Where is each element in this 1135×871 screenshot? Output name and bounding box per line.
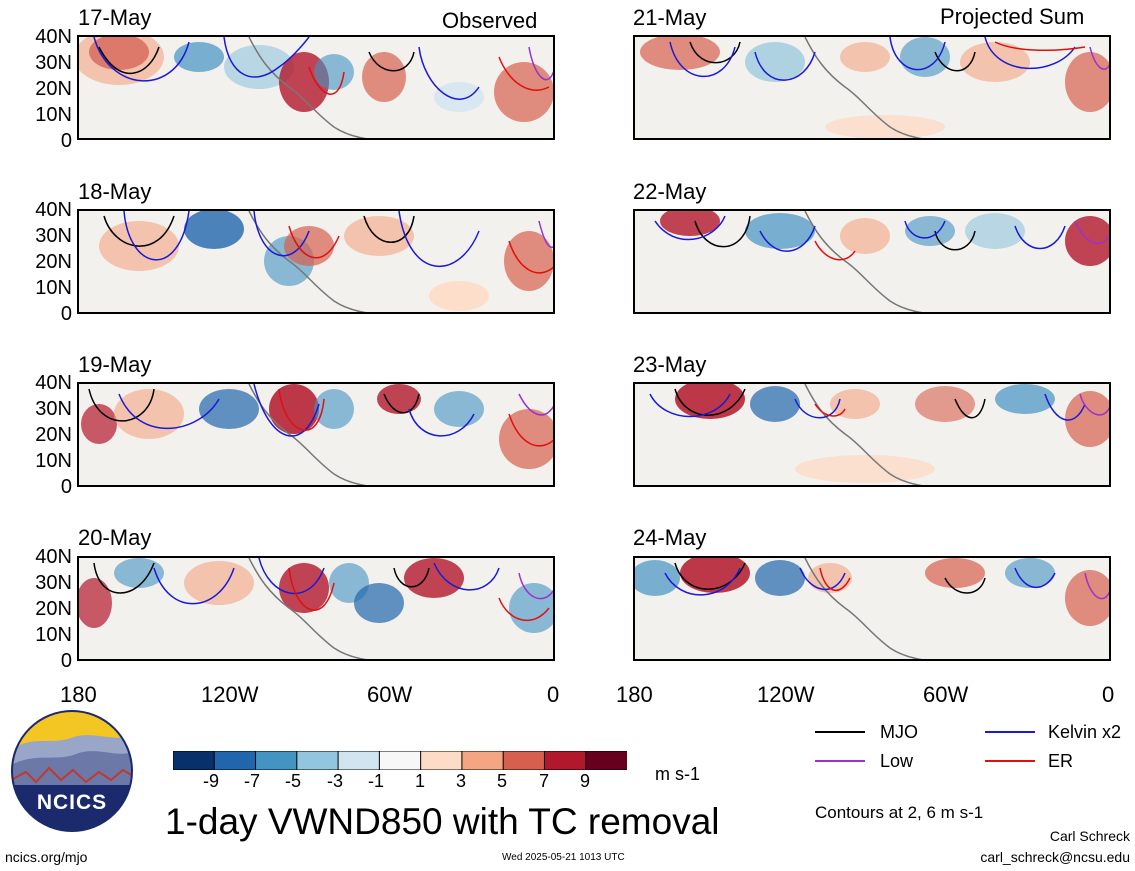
date-label-proj-3: 23-May [633, 352, 707, 377]
lon-label-proj-180: 180 [616, 682, 653, 707]
map-panel-obs-1 [77, 35, 555, 140]
lat-label: 0 [60, 303, 72, 325]
colorbar-tick: -5 [285, 771, 302, 791]
lon-label-proj-120w: 120W [757, 682, 815, 707]
lat-label: 20N [35, 424, 72, 446]
lat-label: 30N [35, 225, 72, 247]
date-label-proj-2: 22-May [633, 179, 707, 204]
lat-label: 20N [35, 251, 72, 273]
map-field [79, 37, 553, 138]
colorbar-tick: 5 [497, 771, 508, 791]
colorbar-swatch [420, 750, 463, 771]
date-label-obs-2: 18-May [78, 179, 152, 204]
colorbar-tick: 7 [539, 771, 550, 791]
lat-label: 0 [60, 130, 72, 152]
colorbar-tick: -1 [368, 771, 385, 791]
map-field [635, 558, 1109, 659]
lon-label-obs-180: 180 [60, 682, 97, 707]
date-label-proj-1: 21-May [633, 5, 707, 30]
colorbar-swatch [378, 750, 422, 771]
observed-header: Observed [442, 8, 538, 33]
lat-label: 40N [35, 26, 72, 48]
map-field [640, 37, 1109, 138]
map-field [81, 384, 553, 485]
lon-label-proj-0: 0 [1102, 682, 1115, 707]
map-panel-proj-4 [633, 556, 1111, 661]
lat-label: 30N [35, 398, 72, 420]
colorbar-tick: -3 [327, 771, 344, 791]
colorbar [172, 750, 629, 771]
lat-label: 20N [35, 598, 72, 620]
map-field [649, 384, 1109, 485]
colorbar-tick: -7 [244, 771, 261, 791]
legend-swatch-mjo [815, 731, 865, 733]
map-panel-obs-2 [77, 209, 555, 314]
lat-label: 40N [35, 546, 72, 568]
colorbar-tick: -9 [203, 771, 220, 791]
legend-swatch-kelvin [985, 731, 1035, 733]
legend-label-low: Low [880, 751, 914, 771]
legend-swatch-er [985, 760, 1035, 762]
footer-timestamp: Wed 2025-05-21 1013 UTC [502, 852, 625, 863]
colorbar-swatch [502, 750, 546, 771]
legend-label-mjo: MJO [880, 722, 918, 742]
colorbar-swatch [213, 750, 257, 771]
legend-label-er: ER [1048, 751, 1074, 771]
lat-label: 40N [35, 372, 72, 394]
lat-label: 20N [35, 78, 72, 100]
lon-label-obs-120w: 120W [201, 682, 259, 707]
lat-label: 10N [35, 624, 72, 646]
footer-author: Carl Schreck [1049, 828, 1130, 844]
map-panel-proj-1 [633, 35, 1111, 140]
lat-label: 30N [35, 572, 72, 594]
colorbar-tick: 9 [580, 771, 591, 791]
colorbar-tick: 3 [456, 771, 467, 791]
legend-note: Contours at 2, 6 m s-1 [815, 803, 984, 822]
map-panel-obs-4 [77, 556, 555, 661]
colorbar-swatch [461, 750, 505, 771]
footer-email[interactable]: carl_schreck@ncsu.edu [980, 849, 1130, 865]
logo-text: NCICS [36, 791, 108, 814]
colorbar-swatch [543, 750, 587, 771]
lon-label-proj-60w: 60W [923, 682, 969, 707]
legend-swatch-low [815, 760, 865, 762]
date-label-obs-3: 19-May [78, 352, 152, 377]
lat-label: 10N [35, 450, 72, 472]
lat-label: 30N [35, 52, 72, 74]
projected-header: Projected Sum [940, 4, 1085, 29]
legend-label-kelvin: Kelvin x2 [1048, 722, 1122, 742]
colorbar-swatch [172, 750, 216, 771]
colorbar-swatch [585, 750, 629, 771]
lat-label: 10N [35, 104, 72, 126]
lat-label: 0 [60, 650, 72, 672]
map-field [99, 211, 553, 312]
map-panel-obs-3 [77, 382, 555, 487]
date-label-obs-4: 20-May [78, 525, 152, 550]
map-field [79, 558, 553, 659]
map-panel-proj-2 [633, 209, 1111, 314]
ncics-logo: NCICS [11, 710, 133, 832]
footer-url[interactable]: ncics.org/mjo [5, 849, 88, 865]
date-label-obs-1: 17-May [78, 5, 152, 30]
legend: MJO Kelvin x2 Low ER [815, 722, 1130, 782]
colorbar-swatches [172, 750, 629, 771]
map-field [654, 211, 1109, 312]
colorbar-swatch [296, 750, 340, 771]
colorbar-tick: 1 [415, 771, 426, 791]
lat-label: 0 [60, 476, 72, 498]
map-panel-proj-3 [633, 382, 1111, 487]
figure-title: 1-day VWND850 with TC removal [165, 801, 720, 842]
lat-label: 10N [35, 277, 72, 299]
date-label-proj-4: 24-May [633, 525, 707, 550]
lat-label: 40N [35, 199, 72, 221]
lon-label-obs-60w: 60W [367, 682, 413, 707]
colorbar-units: m s-1 [655, 764, 700, 784]
colorbar-swatch [337, 750, 381, 771]
lon-label-obs-0: 0 [547, 682, 560, 707]
colorbar-swatch [255, 750, 298, 771]
